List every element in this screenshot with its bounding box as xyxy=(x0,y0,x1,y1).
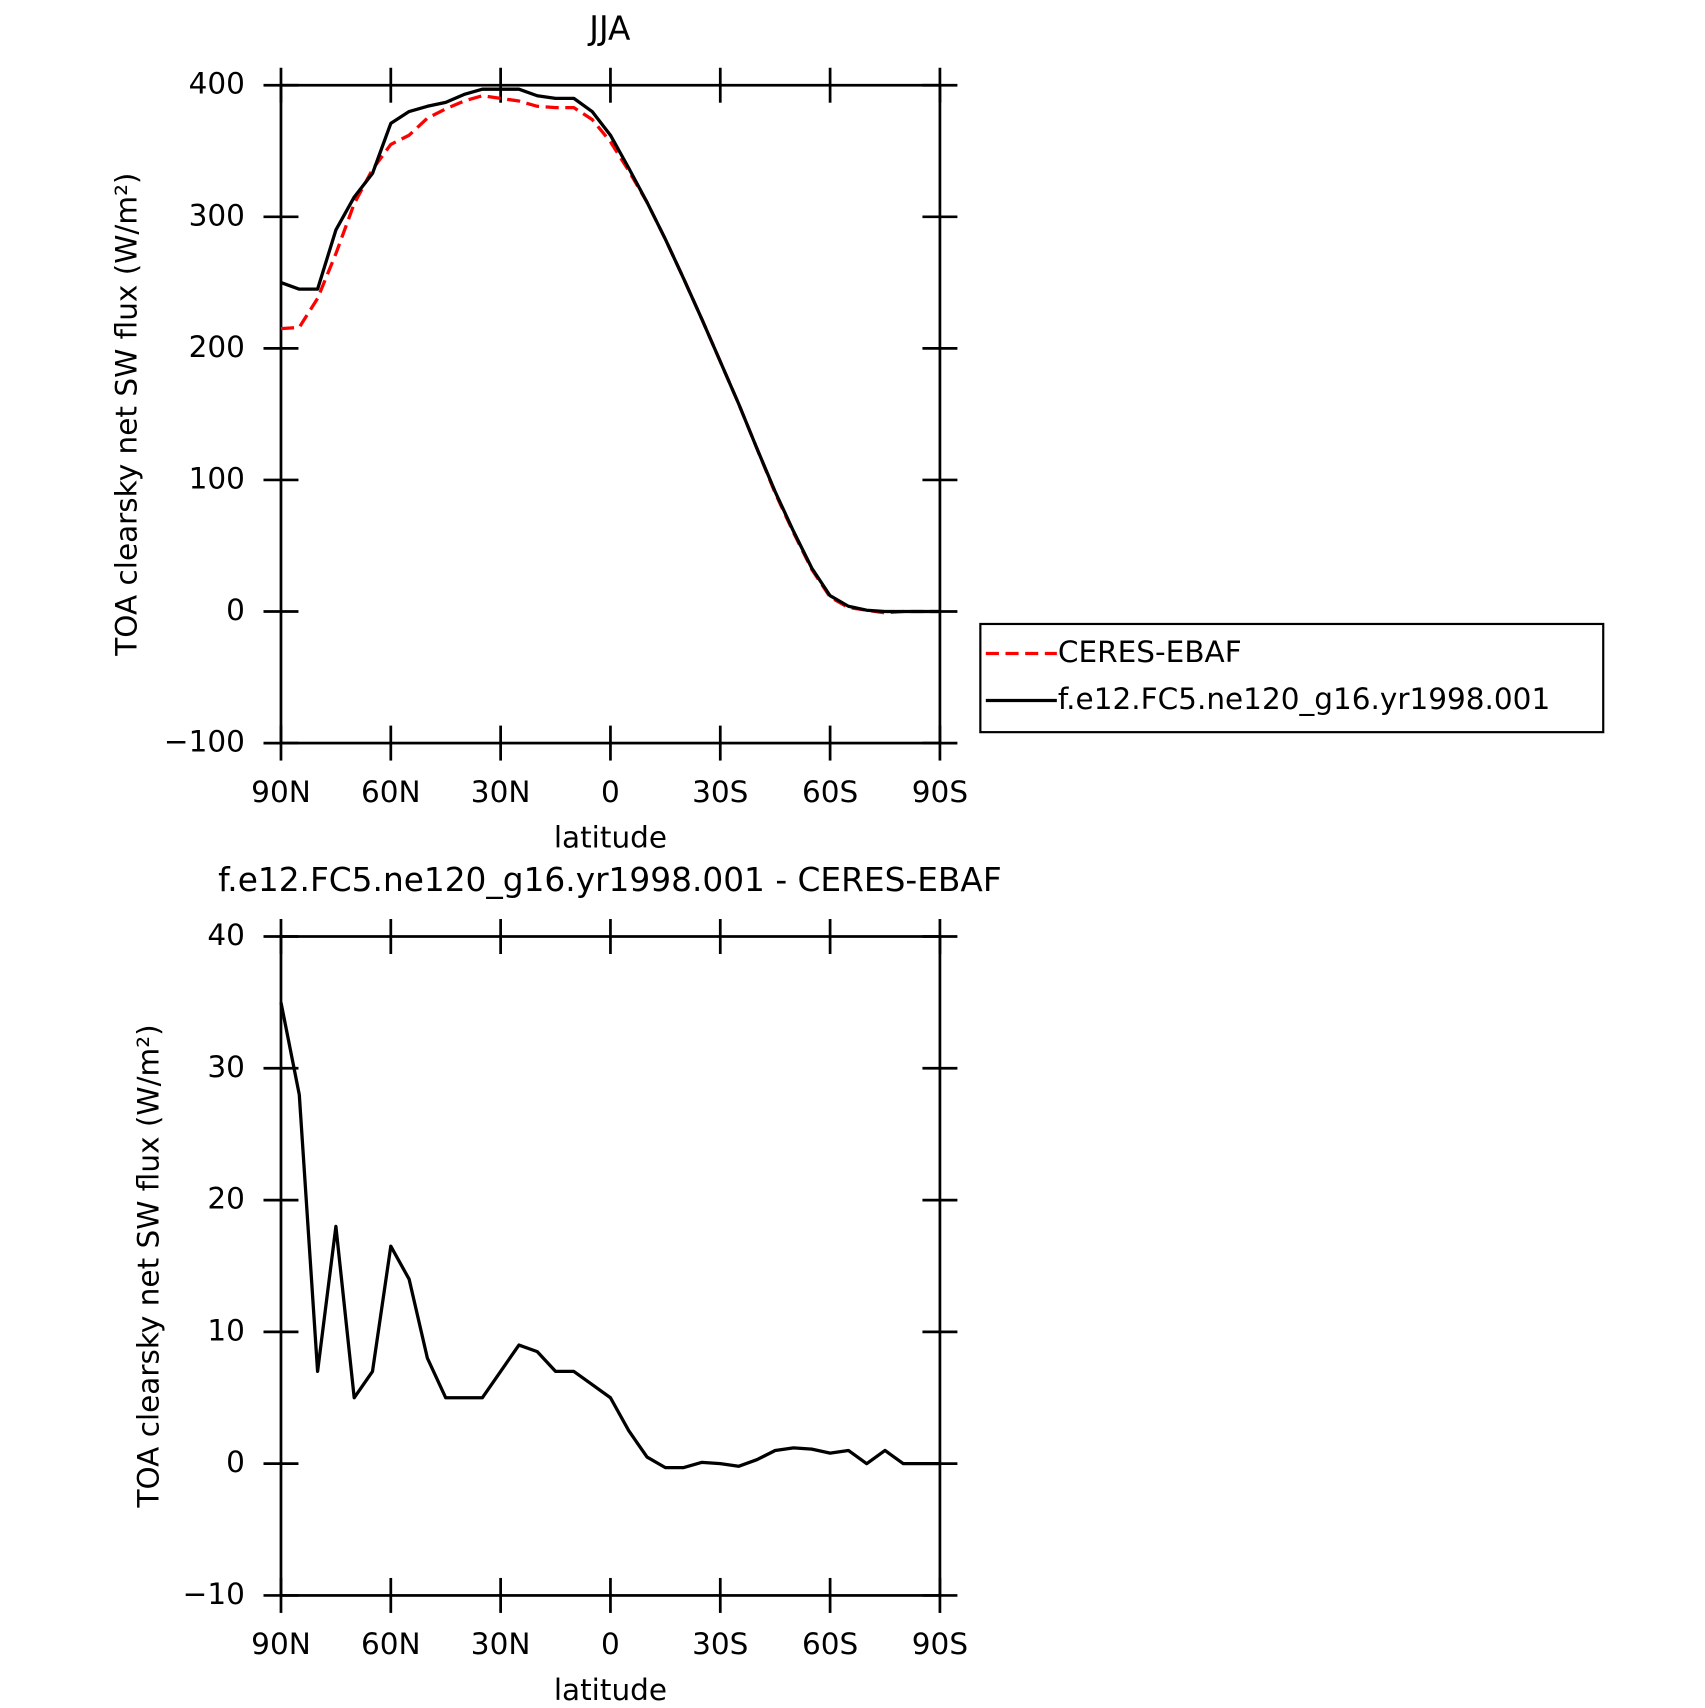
x-axis-label: latitude xyxy=(554,821,667,855)
y-tick-label: 0 xyxy=(226,1445,245,1479)
x-tick-label: 60S xyxy=(802,1627,858,1661)
x-axis-label: latitude xyxy=(554,1673,667,1707)
x-tick-label: 30N xyxy=(471,775,531,809)
x-tick-label: 0 xyxy=(601,775,620,809)
x-tick-label: 90S xyxy=(912,1627,968,1661)
legend-label: CERES-EBAF xyxy=(1058,635,1242,669)
plot-frame xyxy=(279,935,942,1597)
y-tick-label: −10 xyxy=(183,1577,245,1611)
data-line xyxy=(280,87,940,614)
y-tick-label: 400 xyxy=(189,67,245,101)
plot-frame xyxy=(279,83,942,745)
chart-title: f.e12.FC5.ne120_g16.yr1998.001 - CERES-E… xyxy=(218,861,1002,899)
y-axis-label: TOA clearsky net SW flux (W/m²) xyxy=(131,1024,165,1508)
y-tick-label: 20 xyxy=(207,1182,245,1216)
x-tick-label: 90S xyxy=(912,775,968,809)
legend-label: f.e12.FC5.ne120_g16.yr1998.001 xyxy=(1058,682,1550,716)
y-tick-label: 100 xyxy=(189,461,245,495)
data-line xyxy=(279,1002,940,1470)
y-tick-label: 0 xyxy=(226,593,245,627)
y-tick-label: 30 xyxy=(207,1050,245,1084)
x-tick-label: 30S xyxy=(692,775,748,809)
data-line xyxy=(280,94,940,615)
x-tick-label: 90N xyxy=(251,1627,311,1661)
x-tick-label: 30S xyxy=(692,1627,748,1661)
chart-title: JJA xyxy=(587,10,631,48)
y-tick-label: 40 xyxy=(207,918,245,952)
y-tick-label: 300 xyxy=(189,198,245,232)
x-tick-label: 60N xyxy=(361,775,421,809)
x-tick-label: 60S xyxy=(802,775,858,809)
x-tick-label: 60N xyxy=(361,1627,421,1661)
y-tick-label: 200 xyxy=(189,330,245,364)
x-tick-label: 0 xyxy=(601,1627,620,1661)
legend-box xyxy=(979,622,1605,734)
y-tick-label: 10 xyxy=(207,1313,245,1347)
y-tick-label: −100 xyxy=(164,725,245,759)
x-tick-label: 30N xyxy=(471,1627,531,1661)
x-tick-label: 90N xyxy=(251,775,311,809)
y-axis-label: TOA clearsky net SW flux (W/m²) xyxy=(109,173,143,657)
